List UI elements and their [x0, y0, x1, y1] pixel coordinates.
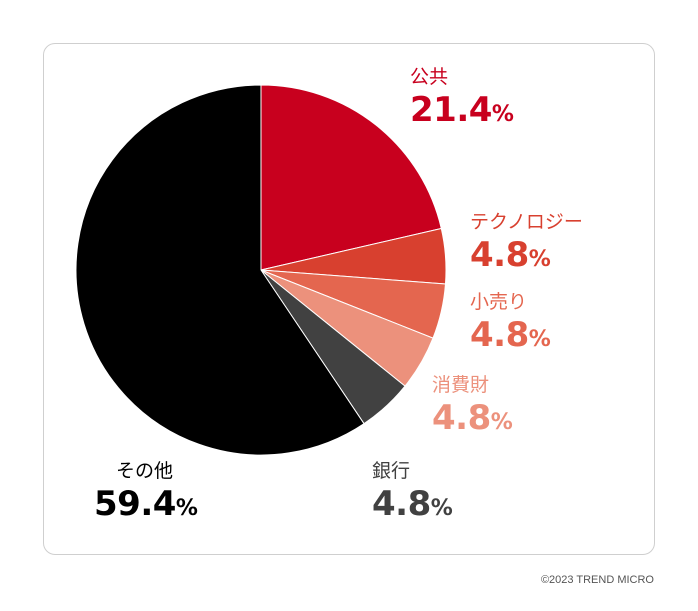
- label-public: 公共 21.4%: [410, 66, 514, 130]
- label-public-value: 21.4%: [410, 90, 514, 130]
- label-other-value: 59.4%: [94, 484, 198, 524]
- pie-slice-public: [260, 84, 442, 271]
- label-public-category: 公共: [410, 66, 449, 88]
- label-other-category: その他: [116, 460, 174, 482]
- label-consumer-goods: 消費財 4.8%: [432, 374, 513, 438]
- label-retail-category: 小売り: [470, 291, 528, 313]
- label-retail: 小売り 4.8%: [470, 291, 551, 355]
- label-technology-category: テクノロジー: [470, 211, 583, 233]
- label-consumer-goods-category: 消費財: [432, 374, 490, 396]
- label-banking-value: 4.8%: [372, 484, 453, 524]
- label-banking-category: 銀行: [372, 460, 411, 482]
- pie-slice-other: [75, 84, 365, 456]
- label-technology: テクノロジー 4.8%: [470, 211, 583, 275]
- label-technology-value: 4.8%: [470, 235, 551, 275]
- label-retail-value: 4.8%: [470, 315, 551, 355]
- label-banking: 銀行 4.8%: [372, 460, 453, 524]
- label-consumer-goods-value: 4.8%: [432, 398, 513, 438]
- copyright-text: ©2023 TREND MICRO: [540, 574, 654, 586]
- label-other: その他 59.4%: [94, 460, 198, 524]
